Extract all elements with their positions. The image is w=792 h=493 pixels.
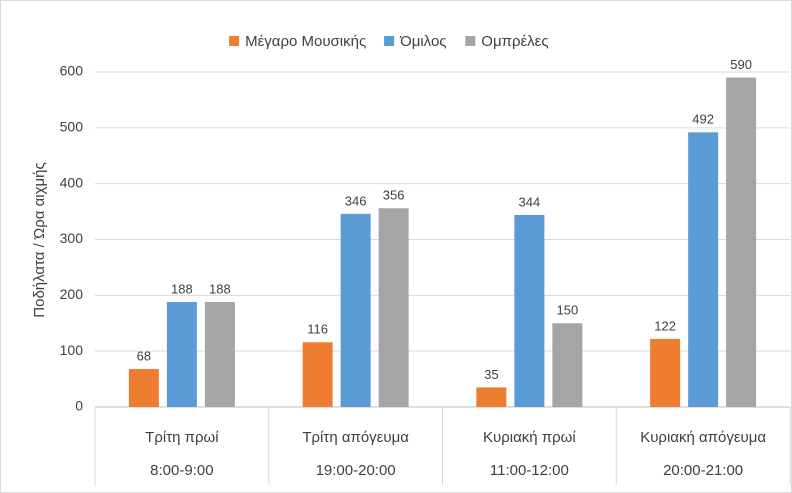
data-label: 344 <box>519 194 541 209</box>
bar <box>204 302 235 407</box>
bar <box>514 214 545 407</box>
bar <box>650 338 681 407</box>
y-tick-label: 300 <box>60 230 84 246</box>
bar <box>476 387 507 407</box>
data-label: 590 <box>730 57 752 72</box>
y-tick-label: 600 <box>60 63 84 79</box>
y-tick-label: 400 <box>60 174 84 190</box>
y-axis-label: Ποδήλατα / Ώρα αιχμής <box>31 162 48 317</box>
data-label: 492 <box>692 112 714 127</box>
bar <box>128 369 159 407</box>
bar <box>688 132 719 408</box>
x-tick-sublabel: 19:00-20:00 <box>316 462 396 479</box>
legend-swatch <box>384 36 395 46</box>
x-tick-label: Τρίτη πρωί <box>145 429 219 446</box>
y-tick-label: 200 <box>60 286 84 302</box>
y-tick-label: 100 <box>60 342 84 358</box>
legend-label: Μέγαρο Μουσικής <box>245 33 366 50</box>
legend-label: Ομπρέλες <box>481 33 548 50</box>
legend-label: Όμιλος <box>399 33 446 50</box>
x-tick-label: Κυριακή απόγευμα <box>640 429 766 446</box>
x-tick-sublabel: 20:00-21:00 <box>663 462 743 479</box>
data-label: 68 <box>137 348 151 363</box>
bar <box>726 77 757 407</box>
bar <box>340 213 371 407</box>
bar <box>378 208 409 407</box>
x-tick-sublabel: 11:00-12:00 <box>490 462 569 479</box>
data-label: 346 <box>345 193 367 208</box>
y-tick-label: 0 <box>75 398 83 414</box>
x-tick-label: Τρίτη απόγευμα <box>302 429 409 446</box>
x-tick-sublabel: 8:00-9:00 <box>150 462 213 479</box>
data-label: 356 <box>383 188 405 203</box>
legend-swatch <box>465 36 476 46</box>
legend-swatch <box>229 36 240 46</box>
data-label: 188 <box>209 281 231 296</box>
bar <box>166 302 197 407</box>
data-label: 122 <box>654 318 676 333</box>
bar <box>302 342 333 407</box>
y-tick-label: 500 <box>60 119 84 135</box>
data-label: 35 <box>484 367 498 382</box>
data-label: 150 <box>557 303 579 318</box>
x-tick-label: Κυριακή πρωί <box>483 429 576 446</box>
bar <box>552 323 583 407</box>
data-label: 188 <box>171 281 193 296</box>
data-label: 116 <box>307 322 328 337</box>
